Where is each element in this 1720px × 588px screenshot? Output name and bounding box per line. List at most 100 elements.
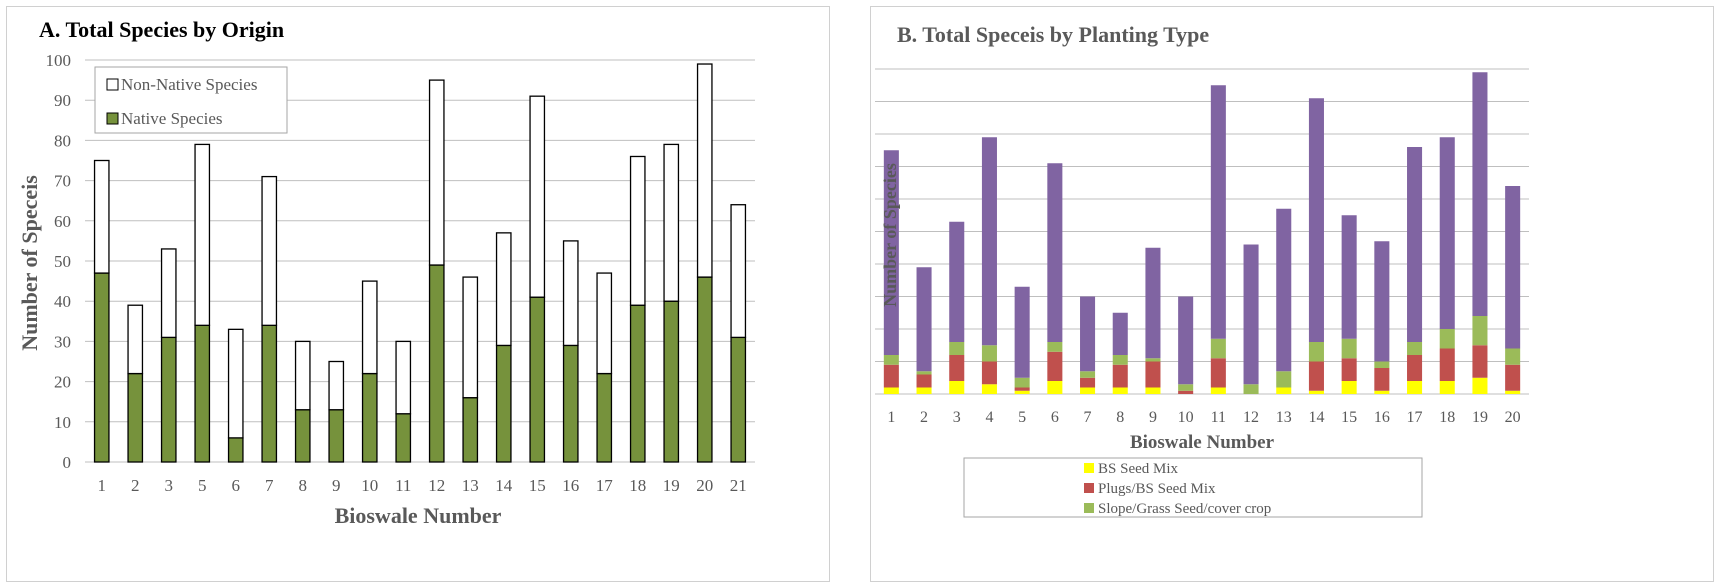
x-tick-label: 20 [1505, 409, 1521, 426]
x-tick-label: 8 [1116, 409, 1124, 426]
bar-segment [1472, 72, 1488, 316]
bar-segment [1210, 387, 1226, 394]
bar-segment [949, 221, 965, 342]
bar-segment [1145, 387, 1161, 394]
bar-segment [1472, 345, 1488, 378]
bar-segment [1014, 286, 1030, 378]
bar-segment [1210, 85, 1226, 339]
bar-segment [1145, 358, 1161, 362]
bar-segment [1047, 381, 1063, 394]
bar-segment [562, 344, 579, 463]
chart-a-svg: A. Total Species by Origin 0102030405060… [17, 17, 755, 528]
chart-a-x-axis-label: Bioswale Number [335, 503, 502, 528]
bar-segment [730, 336, 747, 463]
bar-segment [916, 371, 932, 375]
bar-segment [160, 336, 177, 463]
x-tick-label: 15 [529, 476, 546, 495]
bar-segment [462, 276, 479, 399]
legend-label-slope-grass: Slope/Grass Seed/cover crop [1098, 501, 1271, 517]
bar-segment [1145, 247, 1161, 359]
bar-segment [328, 409, 345, 463]
chart-a-y-axis-label: Number of Speceis [17, 175, 42, 351]
chart-panel-a: A. Total Species by Origin 0 10 20 30 40 50 60… [6, 6, 830, 582]
bar-segment [1472, 316, 1488, 346]
bar-segment [730, 204, 747, 339]
chart-a-legend: Non-Native Species Native Species [94, 66, 288, 134]
chart-b-gridlines [875, 68, 1529, 395]
bar-segment [1178, 384, 1194, 391]
x-tick-label: 10 [361, 476, 378, 495]
x-tick-label: 21 [730, 476, 747, 495]
x-tick-label: 6 [1051, 409, 1059, 426]
bar-segment [428, 264, 445, 463]
x-tick-label: 2 [131, 476, 140, 495]
bar-segment [1014, 390, 1030, 394]
bar-segment [93, 272, 110, 463]
bar-segment [495, 232, 512, 347]
bar-segment [160, 248, 177, 339]
bar-segment [596, 272, 613, 375]
legend-label-bs-seed-mix: BS Seed Mix [1098, 461, 1179, 477]
bar-segment [261, 175, 278, 326]
chart-b-legend: BS Seed Mix Plugs/BS Seed Mix Slope/Gras… [963, 457, 1423, 518]
bar-segment [1505, 364, 1521, 391]
y-tick-label: 100 [46, 51, 72, 70]
bar-segment [1276, 387, 1292, 394]
x-tick-label: 3 [953, 409, 961, 426]
bar-segment [663, 143, 680, 302]
y-tick-label: 10 [54, 413, 71, 432]
x-tick-label: 5 [198, 476, 207, 495]
chart-a-legend-box [94, 66, 288, 134]
legend-label-plugs: Plugs/BS Seed Mix [1098, 481, 1216, 497]
x-tick-label: 12 [1243, 409, 1259, 426]
chart-a-y-tick-labels: 0 10 20 30 40 50 60 70 80 90 100 [46, 51, 72, 472]
bar-segment [1014, 377, 1030, 388]
bar-segment [663, 300, 680, 463]
y-tick-label: 40 [54, 292, 71, 311]
bar-segment [883, 364, 899, 388]
bar-segment [227, 328, 244, 439]
bar-segment [1374, 390, 1390, 394]
legend-swatch-plugs [1084, 483, 1094, 493]
x-tick-label: 1 [98, 476, 107, 495]
bar-segment [1210, 338, 1226, 359]
x-tick-label: 20 [696, 476, 713, 495]
bar-segment [294, 409, 311, 463]
y-tick-label: 50 [54, 252, 71, 271]
bar-segment [1308, 361, 1324, 391]
x-tick-label: 2 [920, 409, 928, 426]
chart-a-x-tick-labels: 1 2 3 5 6 7 8 9 10 11 12 13 14 15 16 17 18 19 20 21 [98, 476, 747, 495]
x-tick-label: 7 [265, 476, 274, 495]
bar-segment [1472, 377, 1488, 394]
bar-segment [981, 384, 997, 394]
bar-segment [1505, 186, 1521, 349]
bar-segment [395, 340, 412, 415]
chart-b-x-axis-label: Bioswale Number [1130, 432, 1275, 453]
bar-segment [1407, 342, 1423, 355]
bar-segment [1243, 244, 1259, 385]
bar-segment [428, 79, 445, 266]
y-tick-label: 20 [54, 373, 71, 392]
bar-segment [194, 143, 211, 326]
x-tick-label: 19 [663, 476, 680, 495]
bar-segment [981, 137, 997, 346]
x-tick-label: 3 [165, 476, 174, 495]
y-tick-label: 70 [54, 172, 71, 191]
bar-segment [227, 437, 244, 463]
x-tick-label: 19 [1472, 409, 1488, 426]
bar-segment [395, 413, 412, 463]
bar-segment [1178, 296, 1194, 385]
bar-segment [1341, 338, 1357, 359]
y-tick-label: 60 [54, 212, 71, 231]
legend-label-native: Native Species [121, 109, 223, 128]
x-tick-label: 15 [1341, 409, 1357, 426]
bar-segment [949, 381, 965, 394]
bar-segment [294, 340, 311, 411]
x-tick-label: 9 [332, 476, 341, 495]
bar-segment [1439, 329, 1455, 349]
bar-segment [883, 355, 899, 365]
bar-segment [883, 387, 899, 394]
bar-segment [529, 95, 546, 298]
bar-segment [1341, 381, 1357, 394]
y-tick-label: 30 [54, 332, 71, 351]
